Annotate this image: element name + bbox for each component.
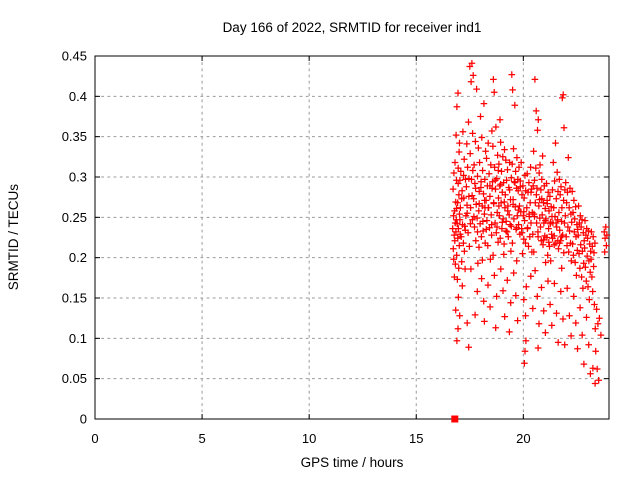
y-tick-label: 0.25 xyxy=(62,210,87,225)
x-tick-label: 5 xyxy=(198,431,205,446)
y-tick-label: 0.2 xyxy=(69,250,87,265)
scatter-point-square xyxy=(451,415,459,423)
plot-border xyxy=(94,55,610,420)
x-axis-title: GPS time / hours xyxy=(300,455,404,470)
chart-title: Day 166 of 2022, SRMTID for receiver ind… xyxy=(222,20,482,35)
x-tick-label: 15 xyxy=(409,431,423,446)
x-tick-label: 10 xyxy=(302,431,316,446)
scatter-points-plus xyxy=(449,60,611,387)
y-tick-label: 0.3 xyxy=(69,170,87,185)
y-tick-label: 0.1 xyxy=(69,331,87,346)
x-tick-label: 20 xyxy=(516,431,530,446)
y-tick-label: 0.35 xyxy=(62,129,87,144)
y-tick-label: 0.05 xyxy=(62,371,87,386)
x-tick-label: 0 xyxy=(91,431,98,446)
y-tick-label: 0 xyxy=(80,412,87,427)
y-tick-label: 0.45 xyxy=(62,49,87,64)
y-tick-label: 0.15 xyxy=(62,291,87,306)
y-tick-label: 0.4 xyxy=(69,89,87,104)
